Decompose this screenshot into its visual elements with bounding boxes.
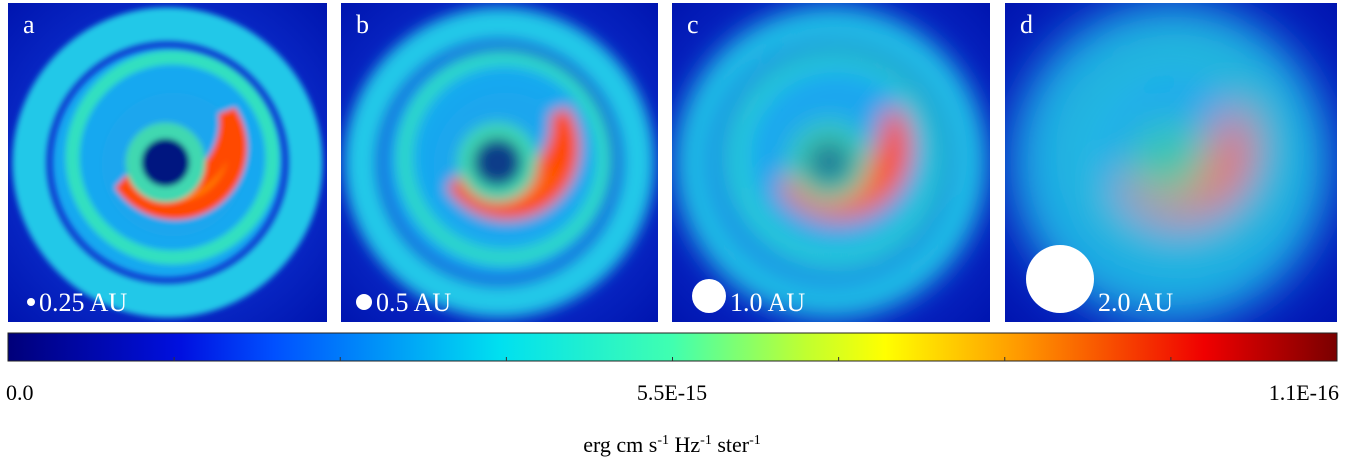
inner-ring (397, 50, 612, 265)
outer-ring (676, 7, 986, 318)
unit-sup: -1 (700, 433, 712, 448)
beam-label: 0.5 AU (376, 288, 451, 317)
panel: b 0.5 AU (341, 3, 658, 322)
beam-size (1026, 245, 1094, 313)
inner-ring (65, 50, 280, 265)
colorbar-tick-label: 0.0 (6, 380, 34, 405)
panel-letter: d (1020, 10, 1033, 39)
panel-letter: c (687, 10, 699, 39)
outer-ring (12, 7, 323, 318)
panel-letter: a (23, 10, 35, 39)
disk (1016, 7, 1326, 318)
panel-letter: b (356, 10, 369, 39)
panel: a 0.25 AU (8, 3, 327, 322)
colorbar-tick-label: 5.5E-15 (637, 380, 707, 405)
colorbar-ticks (173, 357, 1172, 361)
hole (141, 138, 190, 187)
beam-label: 0.25 AU (39, 288, 127, 317)
panels: a 0.25 AU b 0.5 AU c 1.0 AU d 2.0 AU (8, 3, 1337, 322)
unit-part: ster (712, 432, 750, 457)
hole (473, 138, 522, 187)
colorbar (7, 332, 1338, 362)
disk (676, 7, 986, 318)
hole (1145, 138, 1193, 187)
beam-size (27, 298, 35, 306)
beam-size (356, 294, 372, 310)
beam-label: 1.0 AU (730, 288, 805, 317)
unit-part: Hz (669, 432, 700, 457)
colorbar-unit: erg cm s-1 Hz-1 ster-1 (583, 432, 761, 457)
beam-label: 2.0 AU (1098, 288, 1173, 317)
beam-size (692, 279, 726, 313)
unit-sup: -1 (749, 433, 761, 448)
outer-ring (344, 7, 655, 318)
unit-sup: -1 (657, 433, 669, 448)
inner-ring (729, 50, 943, 265)
outer-ring (1016, 7, 1326, 318)
unit-part: erg cm s (583, 432, 657, 457)
panel: c 1.0 AU (672, 3, 990, 322)
disk (12, 7, 323, 318)
colorbar-tick-label: 1.1E-16 (1269, 380, 1339, 405)
panel: d 2.0 AU (1005, 3, 1337, 322)
disk (344, 7, 655, 318)
inner-ring (1069, 50, 1283, 265)
hole (805, 138, 853, 187)
